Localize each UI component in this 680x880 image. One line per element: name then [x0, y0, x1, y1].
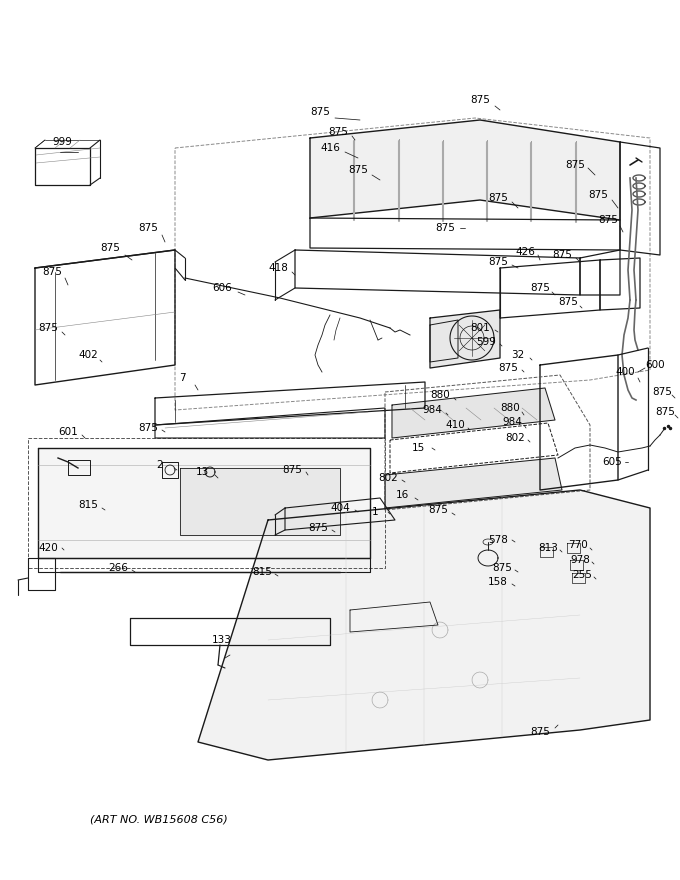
- Text: 978: 978: [570, 555, 590, 565]
- Text: 813: 813: [538, 543, 558, 553]
- Polygon shape: [38, 448, 370, 558]
- Text: 875: 875: [488, 257, 508, 267]
- Text: 802: 802: [505, 433, 525, 443]
- Polygon shape: [198, 490, 650, 760]
- Text: 404: 404: [330, 503, 350, 513]
- Text: 600: 600: [645, 360, 665, 370]
- Text: 875: 875: [530, 727, 550, 737]
- Text: 875: 875: [100, 243, 120, 253]
- Text: 13: 13: [195, 467, 209, 477]
- Text: 875: 875: [310, 107, 330, 117]
- Text: 15: 15: [411, 443, 424, 453]
- Text: 875: 875: [498, 363, 518, 373]
- Text: 420: 420: [38, 543, 58, 553]
- Text: 802: 802: [378, 473, 398, 483]
- Text: 875: 875: [138, 223, 158, 233]
- Text: 875: 875: [42, 267, 62, 277]
- Text: 875: 875: [565, 160, 585, 170]
- Text: 578: 578: [488, 535, 508, 545]
- Text: 875: 875: [598, 215, 618, 225]
- Text: 32: 32: [511, 350, 525, 360]
- Text: 601: 601: [58, 427, 78, 437]
- Text: 984: 984: [502, 417, 522, 427]
- Text: 875: 875: [530, 283, 550, 293]
- Text: 875: 875: [558, 297, 578, 307]
- Text: 418: 418: [268, 263, 288, 273]
- Text: 402: 402: [78, 350, 98, 360]
- Text: 1: 1: [372, 507, 378, 517]
- Text: 875: 875: [470, 95, 490, 105]
- Text: 599: 599: [476, 337, 496, 347]
- Text: (ART NO. WB15608 C56): (ART NO. WB15608 C56): [90, 815, 228, 825]
- Text: 875: 875: [38, 323, 58, 333]
- Text: 815: 815: [78, 500, 98, 510]
- Text: 770: 770: [568, 540, 588, 550]
- Text: 875: 875: [428, 505, 448, 515]
- Polygon shape: [310, 120, 620, 220]
- Text: 801: 801: [470, 323, 490, 333]
- Text: 875: 875: [492, 563, 512, 573]
- Text: 815: 815: [252, 567, 272, 577]
- Text: 266: 266: [108, 563, 128, 573]
- Text: 875: 875: [138, 423, 158, 433]
- Polygon shape: [430, 310, 500, 368]
- Text: 875: 875: [655, 407, 675, 417]
- Text: 880: 880: [500, 403, 520, 413]
- Text: 426: 426: [515, 247, 535, 257]
- Text: 606: 606: [212, 283, 232, 293]
- Text: 158: 158: [488, 577, 508, 587]
- Polygon shape: [392, 388, 555, 438]
- Text: 875: 875: [308, 523, 328, 533]
- Text: 133: 133: [212, 635, 232, 645]
- Text: 880: 880: [430, 390, 450, 400]
- Polygon shape: [385, 458, 562, 508]
- Text: 999: 999: [52, 137, 72, 147]
- Text: 410: 410: [445, 420, 465, 430]
- Text: 984: 984: [422, 405, 442, 415]
- Text: 875: 875: [488, 193, 508, 203]
- Text: 416: 416: [320, 143, 340, 153]
- Text: 605: 605: [602, 457, 622, 467]
- Text: 7: 7: [179, 373, 186, 383]
- Text: 875: 875: [588, 190, 608, 200]
- Text: 400: 400: [615, 367, 635, 377]
- Text: 875: 875: [652, 387, 672, 397]
- Text: 2: 2: [156, 460, 163, 470]
- Text: 16: 16: [395, 490, 409, 500]
- Text: 875: 875: [328, 127, 348, 137]
- Text: 255: 255: [572, 570, 592, 580]
- Text: 875: 875: [282, 465, 302, 475]
- Text: 875: 875: [552, 250, 572, 260]
- Text: 875: 875: [435, 223, 455, 233]
- Text: 875: 875: [348, 165, 368, 175]
- Polygon shape: [180, 468, 340, 535]
